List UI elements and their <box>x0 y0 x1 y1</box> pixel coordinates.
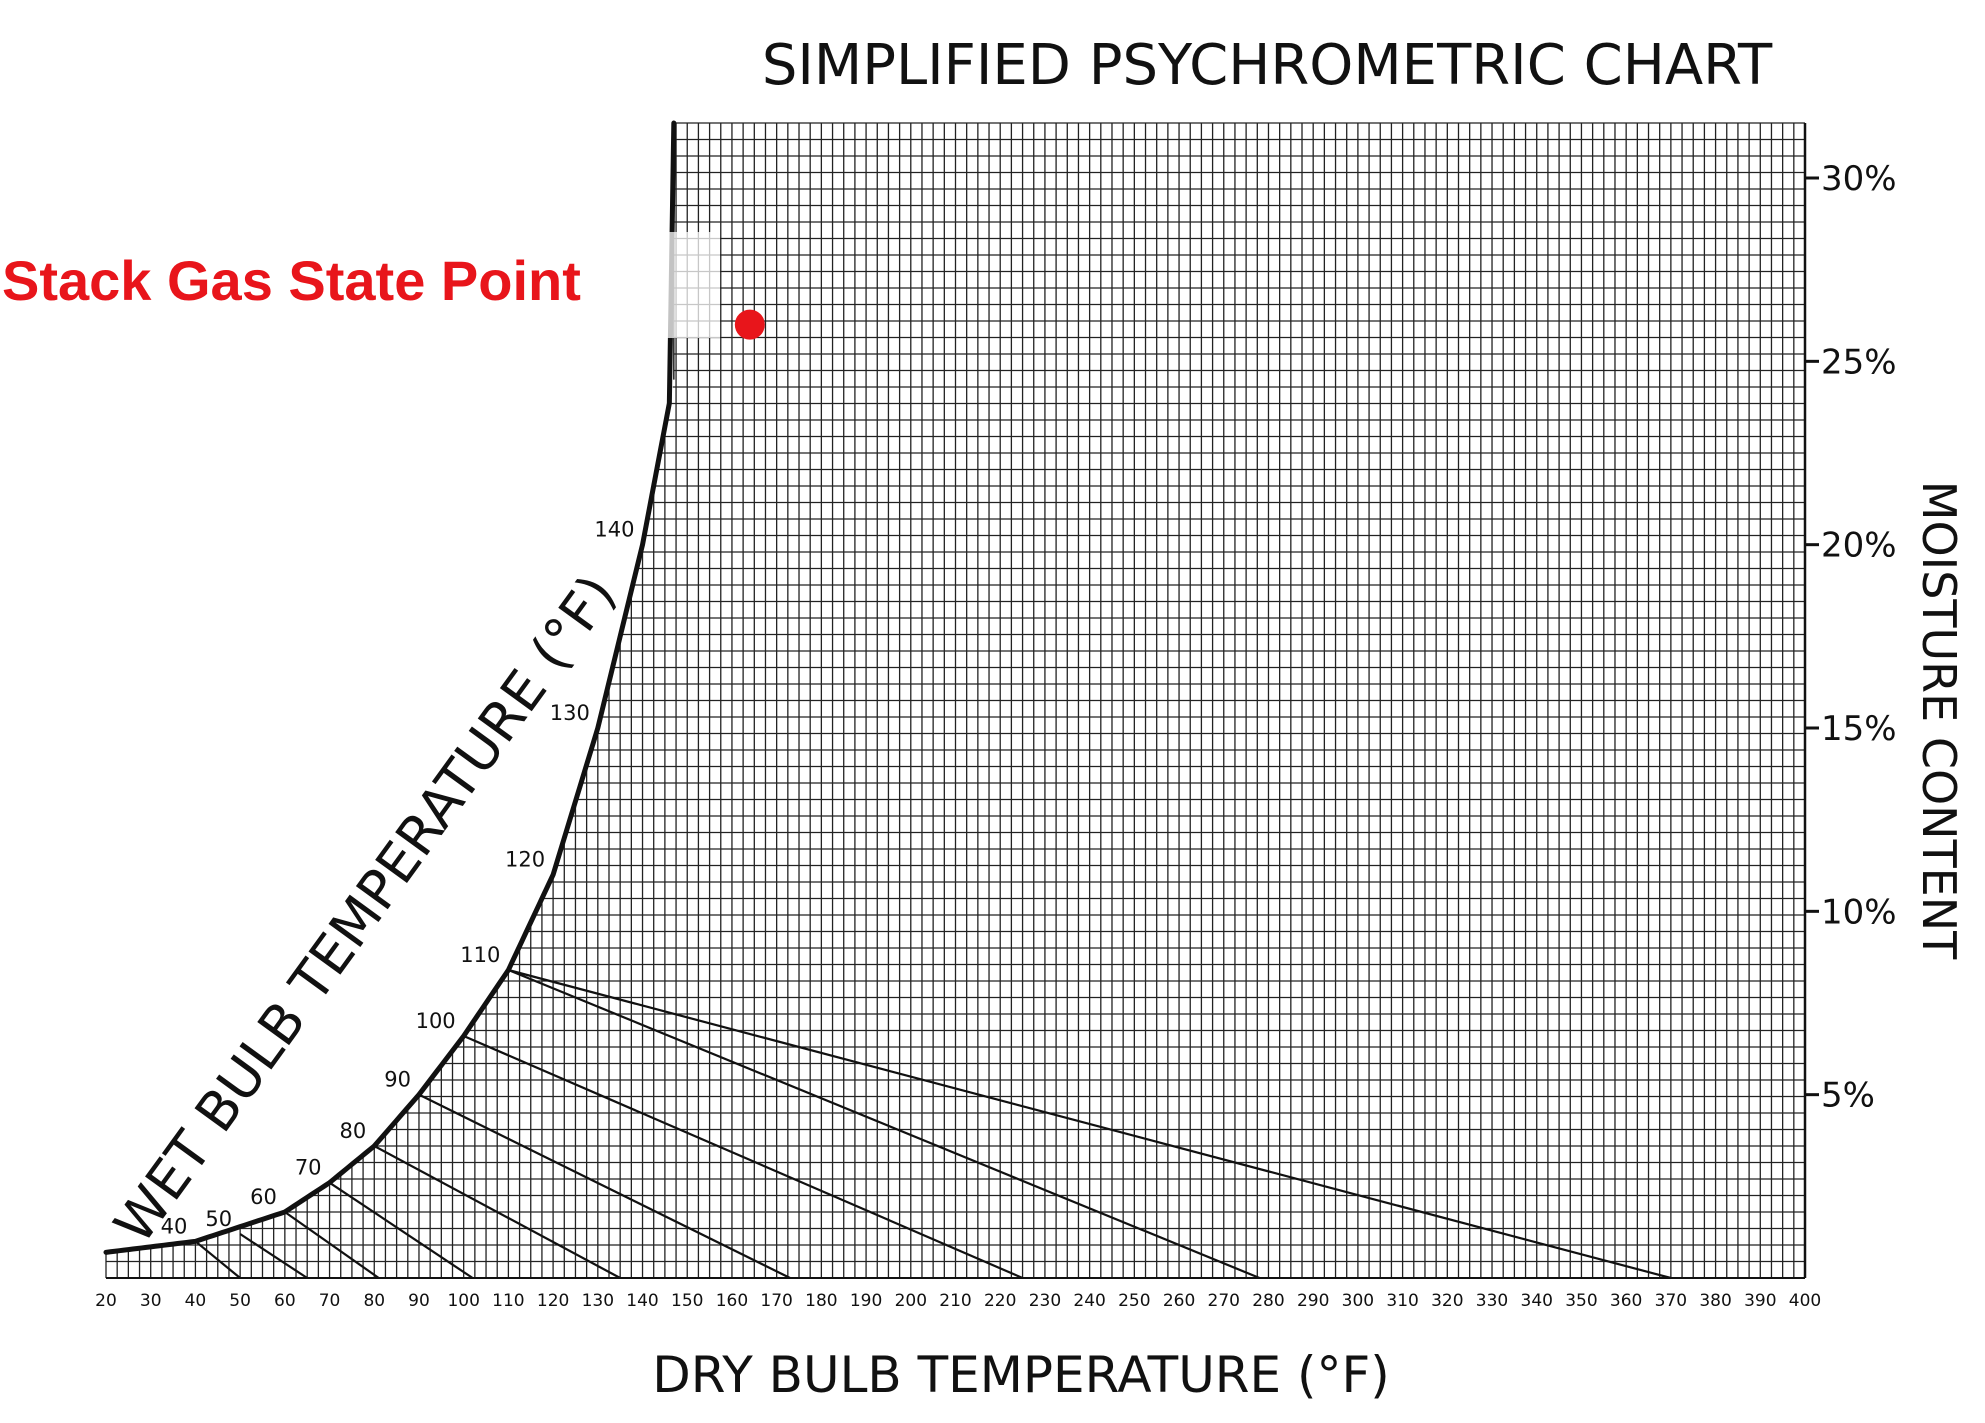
x-tick-label: 150 <box>671 1291 703 1311</box>
y-tick-label: 20% <box>1821 526 1897 566</box>
x-tick-label: 290 <box>1297 1291 1329 1311</box>
wet-bulb-lines: 40 50 60 70 80 90 100 110 120 130 140 <box>161 518 1672 1280</box>
y-tick-label: 10% <box>1821 892 1897 932</box>
wet-bulb-line <box>507 968 1260 1280</box>
y-tick-label: 5% <box>1821 1076 1875 1116</box>
state-point-marker <box>734 309 765 340</box>
wet-bulb-tick-label: 120 <box>505 848 545 872</box>
x-tick-label: 370 <box>1655 1291 1687 1311</box>
y-axis: 5% 10% 15% 20% 25% 30% <box>1803 123 1897 1278</box>
wet-bulb-line <box>373 1145 621 1279</box>
wet-bulb-line <box>418 1093 791 1279</box>
wet-bulb-line <box>284 1211 380 1279</box>
y-axis-label: MOISTURE CONTENT <box>1912 481 1966 960</box>
x-tick-label: 200 <box>895 1291 927 1311</box>
chart-grid <box>105 122 1806 1279</box>
y-tick-label: 25% <box>1821 342 1897 382</box>
wet-bulb-line <box>194 1240 241 1279</box>
wet-bulb-line <box>508 968 1672 1280</box>
state-point-group: Stack Gas State Point <box>2 232 765 340</box>
wet-bulb-tick-label: 110 <box>460 943 500 967</box>
x-axis-label: DRY BULB TEMPERATURE (°F) <box>652 1346 1390 1404</box>
x-tick-label: 380 <box>1699 1291 1731 1311</box>
x-tick-label: 140 <box>626 1291 658 1311</box>
x-tick-label: 50 <box>229 1291 251 1311</box>
x-tick-label: 210 <box>939 1291 971 1311</box>
x-tick-label: 240 <box>1073 1291 1105 1311</box>
chart-title: SIMPLIFIED PSYCHROMETRIC CHART <box>762 33 1773 98</box>
x-tick-label: 400 <box>1789 1291 1821 1311</box>
x-tick-label: 110 <box>492 1291 524 1311</box>
x-tick-label: 120 <box>537 1291 569 1311</box>
state-point-label-highlight <box>660 232 720 338</box>
x-tick-label: 70 <box>319 1291 341 1311</box>
x-tick-label: 190 <box>850 1291 882 1311</box>
x-tick-label: 130 <box>582 1291 614 1311</box>
x-tick-label: 270 <box>1208 1291 1240 1311</box>
wet-bulb-tick-label: 80 <box>340 1119 367 1143</box>
x-tick-label: 340 <box>1521 1291 1553 1311</box>
x-tick-label: 100 <box>447 1291 479 1311</box>
wet-bulb-tick-label: 140 <box>594 518 634 542</box>
wet-bulb-tick-label: 40 <box>161 1214 188 1238</box>
saturation-curve-group <box>103 120 677 1255</box>
x-tick-label: 160 <box>716 1291 748 1311</box>
x-tick-label: 320 <box>1431 1291 1463 1311</box>
wet-bulb-line <box>239 1233 308 1279</box>
wet-bulb-tick-label: 60 <box>250 1185 277 1209</box>
x-tick-label: 230 <box>1029 1291 1061 1311</box>
wet-bulb-tick-label: 100 <box>416 1009 456 1033</box>
wet-bulb-tick-label: 130 <box>550 701 590 725</box>
wet-bulb-tick-label: 70 <box>295 1156 322 1180</box>
x-axis: 20 30 40 50 60 70 80 90 100 110 120 130 140 150 160 170… <box>95 1291 1821 1311</box>
x-tick-label: 250 <box>1118 1291 1150 1311</box>
wet-bulb-line <box>328 1181 474 1279</box>
x-tick-label: 180 <box>805 1291 837 1311</box>
state-point-label: Stack Gas State Point <box>2 249 581 312</box>
x-tick-label: 170 <box>760 1291 792 1311</box>
saturation-curve <box>103 120 677 1255</box>
x-tick-label: 360 <box>1610 1291 1642 1311</box>
x-tick-label: 310 <box>1386 1291 1418 1311</box>
x-tick-label: 330 <box>1476 1291 1508 1311</box>
x-tick-label: 220 <box>984 1291 1016 1311</box>
x-tick-label: 90 <box>408 1291 430 1311</box>
x-tick-label: 300 <box>1342 1291 1374 1311</box>
x-tick-label: 20 <box>95 1291 117 1311</box>
x-tick-label: 60 <box>274 1291 296 1311</box>
x-tick-label: 350 <box>1565 1291 1597 1311</box>
wet-bulb-tick-label: 90 <box>384 1068 411 1092</box>
wet-bulb-tick-label: 50 <box>205 1207 232 1231</box>
x-tick-label: 280 <box>1252 1291 1284 1311</box>
y-tick-label: 30% <box>1821 159 1897 199</box>
x-tick-label: 40 <box>185 1291 207 1311</box>
wet-bulb-line <box>463 1034 1024 1280</box>
x-tick-label: 30 <box>140 1291 162 1311</box>
x-tick-label: 260 <box>1163 1291 1195 1311</box>
x-tick-label: 80 <box>363 1291 385 1311</box>
y-tick-label: 15% <box>1821 709 1897 749</box>
x-tick-label: 390 <box>1744 1291 1776 1311</box>
